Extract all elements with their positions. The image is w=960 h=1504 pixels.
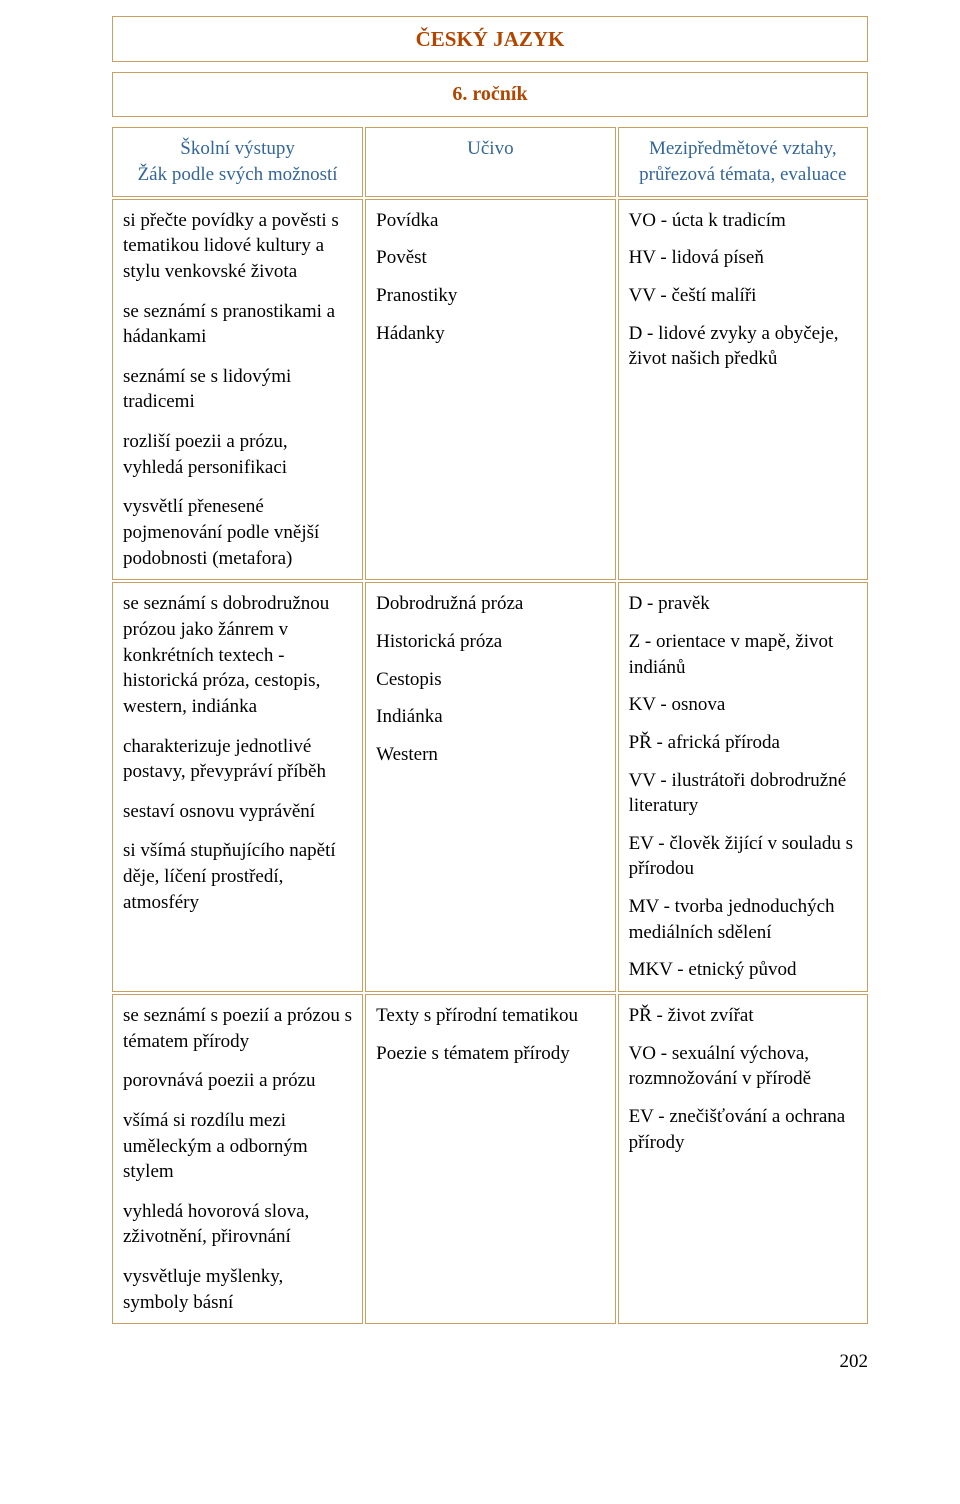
- cross-item: KV - osnova: [629, 692, 857, 718]
- outcome-item: se seznámí s poezií a prózou s tématem p…: [123, 1003, 352, 1054]
- content-item: Western: [376, 742, 604, 768]
- outcome-item: všímá si rozdílu mezi uměleckým a odborn…: [123, 1108, 352, 1185]
- header-content-label: Učivo: [376, 136, 604, 162]
- cross-item: VO - sexuální výchova, rozmnožování v př…: [629, 1041, 857, 1092]
- header-outcomes: Školní výstupy Žák podle svých možností: [112, 127, 363, 196]
- cell-content: Povídka Pověst Pranostiky Hádanky: [365, 199, 615, 581]
- outcome-item: vysvětlí přenesené pojmenování podle vně…: [123, 494, 352, 571]
- header-outcomes-line1: Školní výstupy: [123, 136, 352, 162]
- grade-table: 6. ročník: [110, 70, 870, 119]
- table-row: se seznámí s poezií a prózou s tématem p…: [112, 994, 868, 1324]
- cross-item: D - pravěk: [629, 591, 857, 617]
- subject-title: ČESKÝ JAZYK: [112, 16, 868, 62]
- cross-item: MKV - etnický původ: [629, 957, 857, 983]
- content-item: Povídka: [376, 208, 604, 234]
- cross-item: Z - orientace v mapě, život indiánů: [629, 629, 857, 680]
- outcome-item: se seznámí s pranostikami a hádankami: [123, 299, 352, 350]
- cell-outcomes: se seznámí s poezií a prózou s tématem p…: [112, 994, 363, 1324]
- cell-crosscurricular: VO - úcta k tradicím HV - lidová píseň V…: [618, 199, 868, 581]
- header-crosscurricular-line2: průřezová témata, evaluace: [629, 162, 857, 188]
- cross-item: MV - tvorba jednoduchých mediálních sděl…: [629, 894, 857, 945]
- outcome-item: porovnává poezii a prózu: [123, 1068, 352, 1094]
- table-row: se seznámí s dobrodružnou prózou jako žá…: [112, 582, 868, 992]
- cross-item: EV - znečišťování a ochrana přírody: [629, 1104, 857, 1155]
- outcome-item: rozliší poezii a prózu, vyhledá personif…: [123, 429, 352, 480]
- content-item: Pranostiky: [376, 283, 604, 309]
- cell-crosscurricular: PŘ - život zvířat VO - sexuální výchova,…: [618, 994, 868, 1324]
- cell-content: Dobrodružná próza Historická próza Cesto…: [365, 582, 615, 992]
- outcome-item: sestaví osnovu vyprávění: [123, 799, 352, 825]
- content-item: Texty s přírodní tematikou: [376, 1003, 604, 1029]
- cell-crosscurricular: D - pravěk Z - orientace v mapě, život i…: [618, 582, 868, 992]
- table-header-row: Školní výstupy Žák podle svých možností …: [112, 127, 868, 196]
- header-crosscurricular: Mezipředmětové vztahy, průřezová témata,…: [618, 127, 868, 196]
- cell-content: Texty s přírodní tematikou Poezie s téma…: [365, 994, 615, 1324]
- content-item: Hádanky: [376, 321, 604, 347]
- cross-item: VO - úcta k tradicím: [629, 208, 857, 234]
- outcome-item: se seznámí s dobrodružnou prózou jako žá…: [123, 591, 352, 719]
- curriculum-table: Školní výstupy Žák podle svých možností …: [110, 125, 870, 1326]
- header-crosscurricular-line1: Mezipředmětové vztahy,: [629, 136, 857, 162]
- cross-item: D - lidové zvyky a obyčeje, život našich…: [629, 321, 857, 372]
- cell-outcomes: se seznámí s dobrodružnou prózou jako žá…: [112, 582, 363, 992]
- outcome-item: vysvětluje myšlenky, symboly básní: [123, 1264, 352, 1315]
- cross-item: PŘ - africká příroda: [629, 730, 857, 756]
- cross-item: VV - čeští malíři: [629, 283, 857, 309]
- cross-item: VV - ilustrátoři dobrodružné literatury: [629, 768, 857, 819]
- content-item: Historická próza: [376, 629, 604, 655]
- outcome-item: charakterizuje jednotlivé postavy, převy…: [123, 734, 352, 785]
- header-content: Učivo: [365, 127, 615, 196]
- table-row: si přečte povídky a pověsti s tematikou …: [112, 199, 868, 581]
- content-item: Poezie s tématem přírody: [376, 1041, 604, 1067]
- cross-item: HV - lidová píseň: [629, 245, 857, 271]
- grade-label: 6. ročník: [112, 72, 868, 117]
- content-item: Indiánka: [376, 704, 604, 730]
- title-table: ČESKÝ JAZYK: [110, 14, 870, 64]
- outcome-item: si všímá stupňujícího napětí děje, líčen…: [123, 838, 352, 915]
- outcome-item: seznámí se s lidovými tradicemi: [123, 364, 352, 415]
- curriculum-page: ČESKÝ JAZYK 6. ročník Školní výstupy Žák…: [0, 0, 960, 1392]
- cell-outcomes: si přečte povídky a pověsti s tematikou …: [112, 199, 363, 581]
- cross-item: PŘ - život zvířat: [629, 1003, 857, 1029]
- outcome-item: vyhledá hovorová slova, zživotnění, přir…: [123, 1199, 352, 1250]
- cross-item: EV - člověk žijící v souladu s přírodou: [629, 831, 857, 882]
- content-item: Cestopis: [376, 667, 604, 693]
- page-number: 202: [840, 1349, 869, 1375]
- header-outcomes-line2: Žák podle svých možností: [123, 162, 352, 188]
- outcome-item: si přečte povídky a pověsti s tematikou …: [123, 208, 352, 285]
- content-item: Dobrodružná próza: [376, 591, 604, 617]
- content-item: Pověst: [376, 245, 604, 271]
